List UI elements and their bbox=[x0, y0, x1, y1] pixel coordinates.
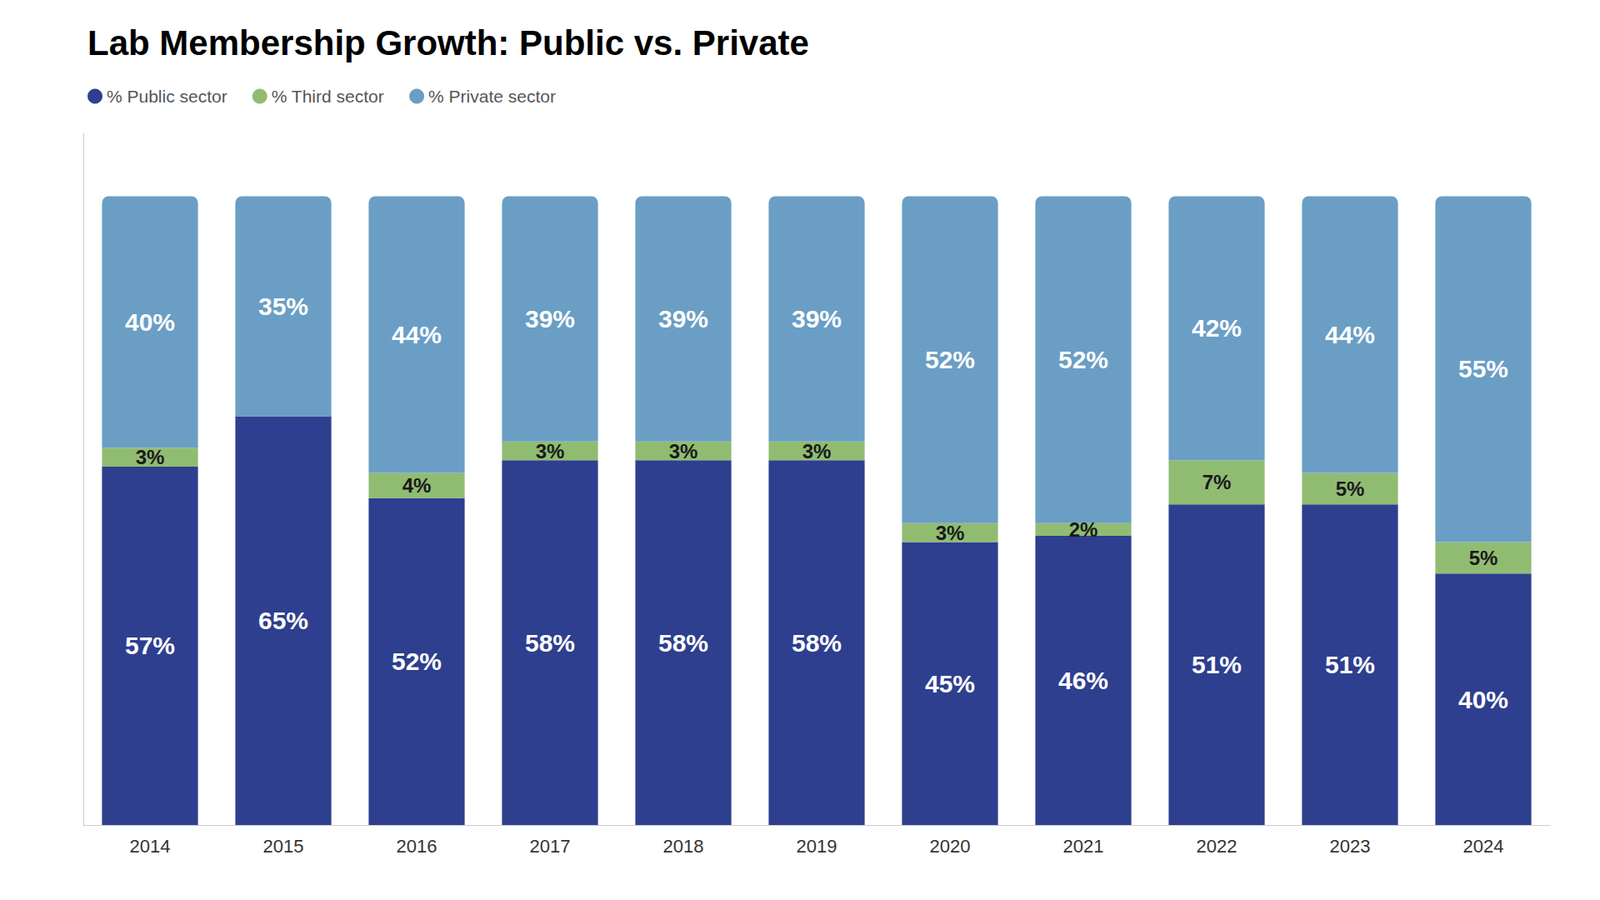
svg-text:46%: 46% bbox=[1058, 666, 1109, 695]
svg-text:45%: 45% bbox=[925, 670, 975, 698]
svg-text:2019: 2019 bbox=[796, 835, 838, 857]
svg-text:57%: 57% bbox=[125, 631, 175, 660]
svg-text:58%: 58% bbox=[525, 629, 575, 657]
svg-text:% Public sector: % Public sector bbox=[106, 86, 228, 106]
svg-text:55%: 55% bbox=[1458, 355, 1509, 383]
svg-text:2%: 2% bbox=[1069, 518, 1099, 541]
svg-text:58%: 58% bbox=[791, 629, 842, 657]
svg-text:52%: 52% bbox=[925, 345, 975, 374]
svg-text:2015: 2015 bbox=[263, 835, 305, 857]
svg-text:3%: 3% bbox=[535, 440, 565, 463]
svg-text:39%: 39% bbox=[791, 305, 842, 333]
svg-text:2016: 2016 bbox=[396, 835, 438, 857]
svg-text:52%: 52% bbox=[1058, 345, 1109, 374]
svg-text:2021: 2021 bbox=[1063, 835, 1105, 857]
svg-text:3%: 3% bbox=[802, 440, 832, 463]
svg-text:40%: 40% bbox=[1458, 685, 1509, 714]
svg-text:4%: 4% bbox=[402, 474, 432, 497]
svg-text:2020: 2020 bbox=[930, 835, 971, 857]
svg-text:2023: 2023 bbox=[1330, 835, 1371, 857]
svg-text:42%: 42% bbox=[1191, 314, 1242, 342]
svg-text:35%: 35% bbox=[258, 292, 309, 320]
svg-text:52%: 52% bbox=[391, 647, 442, 675]
svg-text:% Third sector: % Third sector bbox=[271, 86, 385, 106]
svg-text:2018: 2018 bbox=[663, 835, 705, 857]
svg-text:58%: 58% bbox=[658, 629, 709, 657]
svg-text:2024: 2024 bbox=[1463, 835, 1505, 857]
svg-text:65%: 65% bbox=[258, 606, 309, 635]
svg-text:2014: 2014 bbox=[130, 835, 171, 857]
svg-text:3%: 3% bbox=[935, 521, 965, 545]
svg-text:7%: 7% bbox=[1202, 470, 1232, 494]
svg-text:3%: 3% bbox=[135, 445, 165, 469]
svg-text:5%: 5% bbox=[1335, 477, 1365, 500]
svg-text:39%: 39% bbox=[658, 305, 709, 333]
svg-text:% Private sector: % Private sector bbox=[428, 86, 556, 106]
svg-text:2017: 2017 bbox=[530, 835, 571, 857]
svg-text:Lab Membership Growth: Public: Lab Membership Growth: Public vs. Privat… bbox=[87, 23, 810, 63]
svg-text:2022: 2022 bbox=[1196, 835, 1238, 857]
svg-text:39%: 39% bbox=[525, 305, 575, 333]
svg-text:3%: 3% bbox=[669, 440, 699, 463]
svg-text:40%: 40% bbox=[125, 308, 175, 336]
svg-text:44%: 44% bbox=[1325, 320, 1375, 349]
svg-text:44%: 44% bbox=[391, 320, 442, 349]
svg-text:51%: 51% bbox=[1191, 650, 1242, 679]
svg-text:5%: 5% bbox=[1469, 546, 1499, 570]
svg-text:51%: 51% bbox=[1325, 650, 1375, 679]
